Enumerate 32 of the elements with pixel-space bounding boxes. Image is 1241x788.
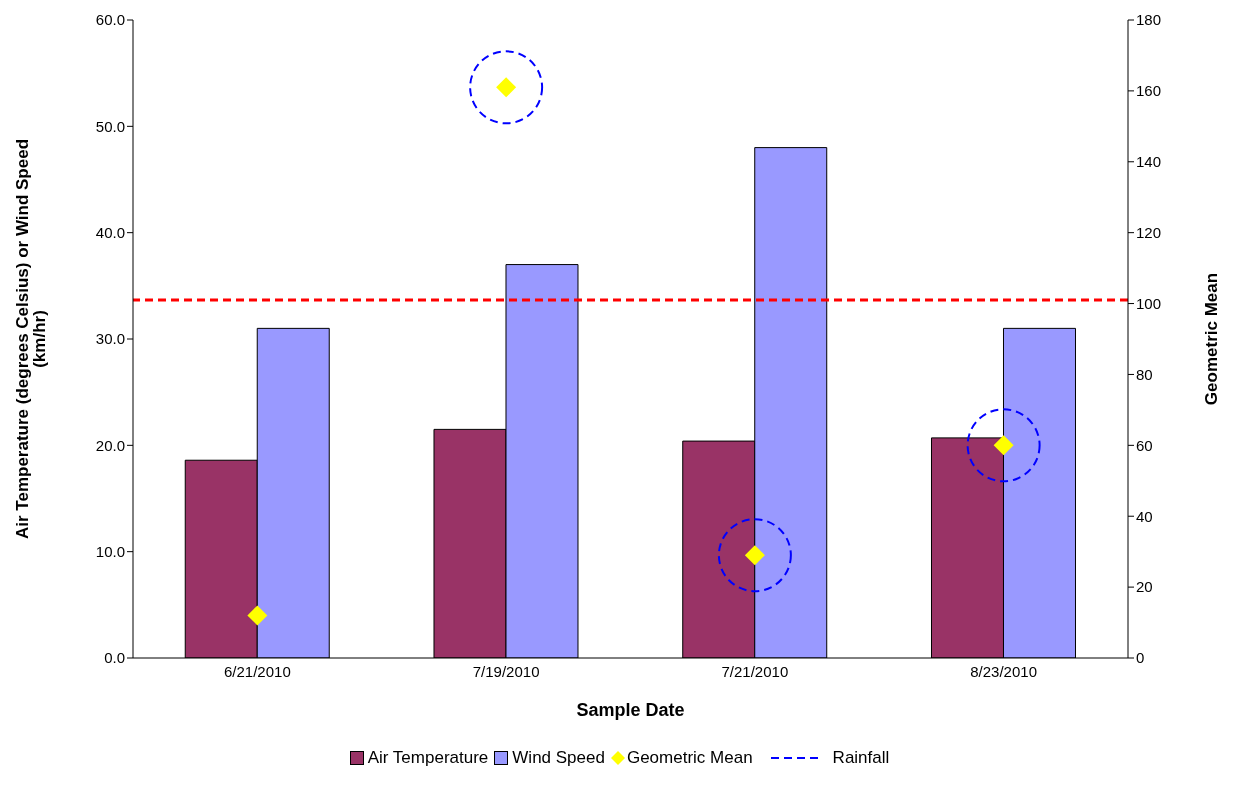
y-tick-label: 40.0 (95, 223, 125, 241)
legend-label: Rainfall (831, 748, 890, 768)
y2-axis-title: Geometric Mean (1202, 272, 1222, 406)
y-tick-label: 60.0 (95, 11, 125, 29)
y2-tick-label: 80 (1136, 365, 1153, 383)
point (247, 605, 268, 626)
y-axis-title: Air Temperature (degrees Celsius) or Wind Speed (km/hr) (12, 138, 49, 540)
y2-tick-label: 120 (1136, 223, 1162, 241)
y2-tick-label: 100 (1136, 294, 1162, 312)
point (717, 518, 792, 593)
y-tick-label: 30.0 (95, 330, 125, 348)
y2-tick-label: 0 (1136, 649, 1145, 667)
y-tick-label: 0.0 (104, 649, 125, 667)
y2-tick-label: 40 (1136, 507, 1153, 525)
y2-tick-label: 140 (1136, 153, 1162, 171)
y-tick-label: 20.0 (95, 436, 125, 454)
x-tick-label: 6/21/2010 (224, 662, 291, 680)
y2-tick-label: 160 (1136, 82, 1162, 100)
y2-tick-label: 20 (1136, 578, 1153, 596)
x-tick-label: 7/21/2010 (721, 662, 789, 680)
y2-tick-label: 60 (1136, 436, 1153, 454)
y-tick-label: 10.0 (95, 542, 125, 560)
x-tick-label: 8/23/2010 (970, 662, 1037, 680)
x-axis-title: Sample Date (576, 700, 685, 720)
point (469, 50, 544, 125)
legend-label: Wind Speed (511, 748, 605, 768)
legend-label: Air Temperature (366, 748, 489, 768)
y-tick-label: 50.0 (95, 117, 125, 135)
x-tick-label: 7/19/2010 (472, 662, 540, 680)
point (966, 408, 1041, 483)
legend-label: Geometric Mean (625, 748, 753, 768)
y2-tick-label: 180 (1136, 11, 1162, 29)
